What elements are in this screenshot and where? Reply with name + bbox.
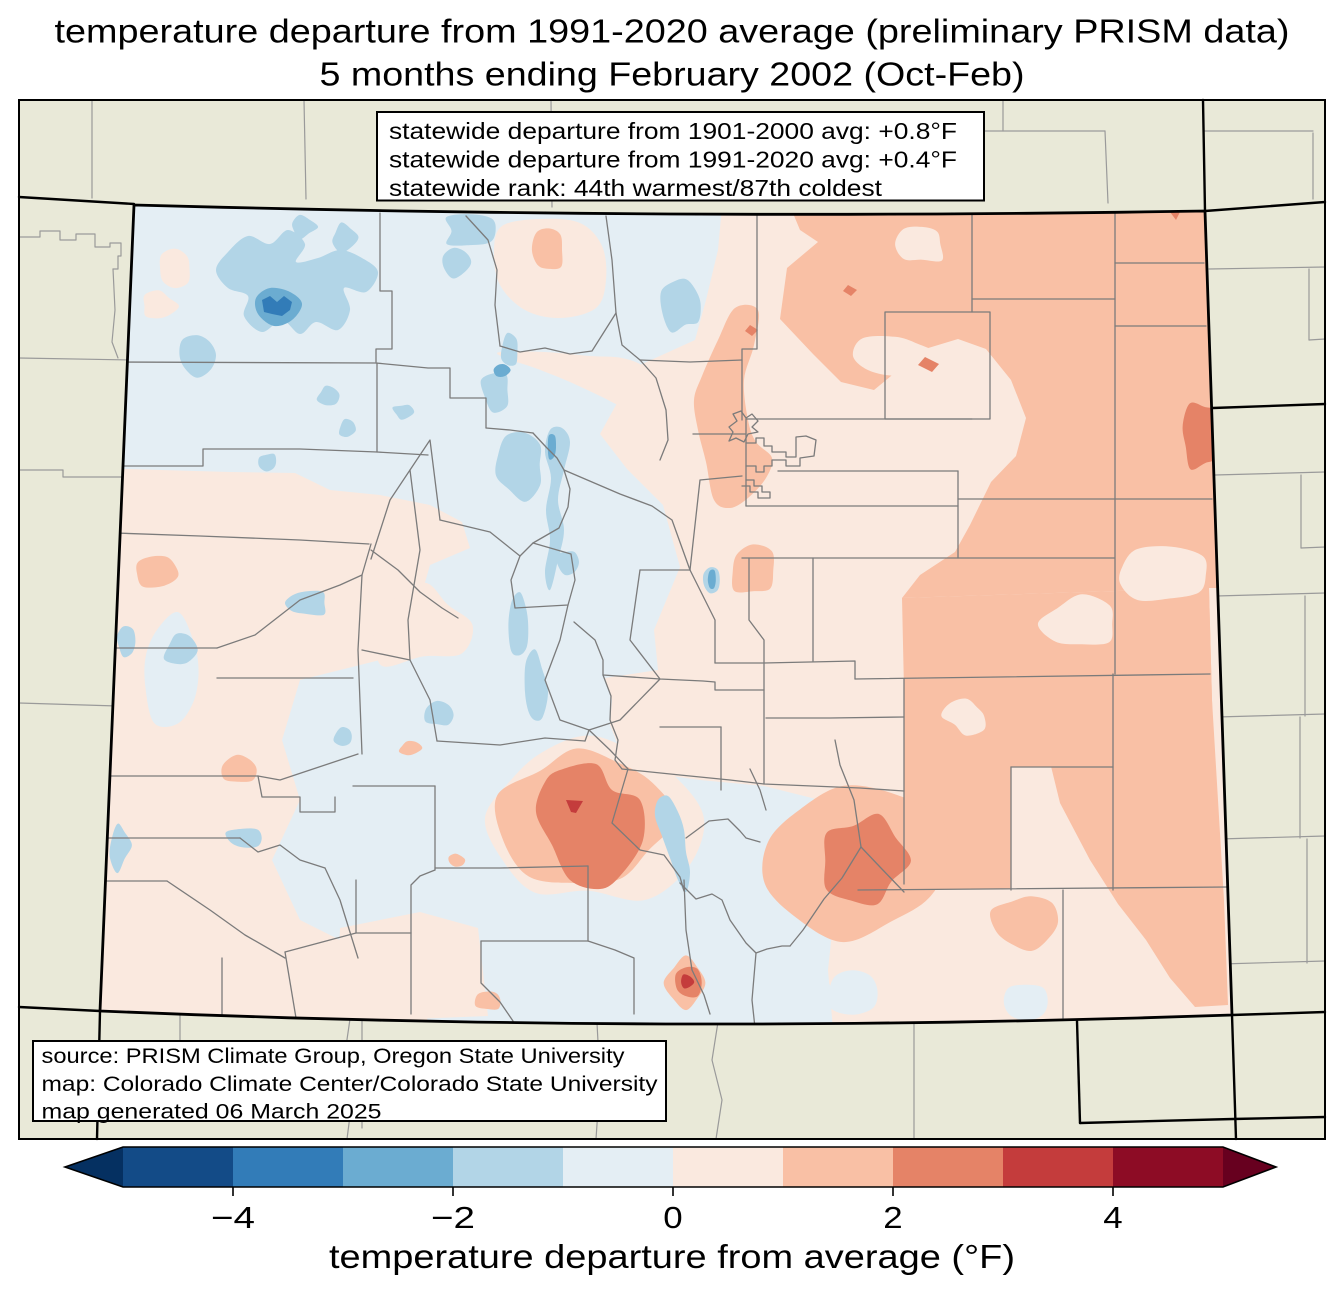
svg-text:5 months ending February 2002: 5 months ending February 2002 (Oct-Feb) xyxy=(320,56,1025,93)
svg-text:−2: −2 xyxy=(431,1201,475,1235)
svg-text:statewide rank: 44th warmest/8: statewide rank: 44th warmest/87th coldes… xyxy=(389,175,883,201)
svg-text:statewide departure from 1901-: statewide departure from 1901-2000 avg: … xyxy=(389,118,957,144)
svg-text:source: PRISM Climate Group, O: source: PRISM Climate Group, Oregon Stat… xyxy=(42,1044,625,1068)
svg-text:map generated 06 March 2025: map generated 06 March 2025 xyxy=(42,1100,382,1124)
svg-text:temperature departure from ave: temperature departure from average (°F) xyxy=(329,1238,1015,1275)
svg-text:temperature departure from 199: temperature departure from 1991-2020 ave… xyxy=(55,13,1290,50)
svg-text:statewide departure from 1991-: statewide departure from 1991-2020 avg: … xyxy=(389,147,957,173)
svg-text:0: 0 xyxy=(663,1201,682,1235)
svg-text:4: 4 xyxy=(1103,1201,1122,1235)
svg-text:2: 2 xyxy=(883,1201,902,1235)
svg-text:map: Colorado Climate Center/C: map: Colorado Climate Center/Colorado St… xyxy=(42,1072,658,1096)
svg-text:−4: −4 xyxy=(211,1201,255,1235)
